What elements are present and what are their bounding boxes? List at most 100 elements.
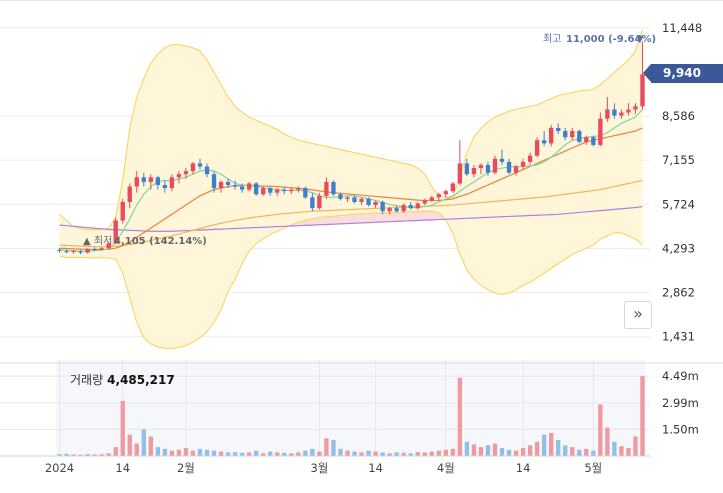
candle-body[interactable] [282, 189, 287, 192]
candle-body[interactable] [64, 251, 69, 253]
candle-body[interactable] [99, 248, 104, 250]
volume-bar[interactable] [92, 454, 97, 456]
candle-body[interactable] [478, 164, 484, 169]
volume-bar[interactable] [57, 454, 62, 456]
volume-bar[interactable] [162, 448, 168, 456]
candle-body[interactable] [549, 127, 554, 144]
candle-body[interactable] [499, 158, 505, 162]
volume-bar[interactable] [415, 452, 420, 456]
candle-body[interactable] [78, 251, 83, 253]
candle-body[interactable] [387, 208, 392, 212]
volume-bar[interactable] [598, 404, 603, 456]
volume-bar[interactable] [394, 452, 399, 456]
candle-body[interactable] [527, 155, 533, 162]
candles[interactable] [57, 41, 645, 255]
volume-bar[interactable] [127, 434, 132, 456]
volume-bar[interactable] [289, 453, 294, 456]
candle-body[interactable] [577, 131, 582, 142]
candle-body[interactable] [422, 200, 427, 204]
candle-body[interactable] [204, 166, 210, 175]
candle-body[interactable] [197, 163, 203, 167]
volume-bar[interactable] [556, 440, 561, 456]
candle-body[interactable] [457, 163, 463, 184]
volume-bar[interactable] [296, 452, 301, 456]
volume-bar[interactable] [134, 443, 139, 456]
candle-body[interactable] [605, 109, 610, 119]
volume-bars[interactable] [57, 376, 645, 456]
candle-body[interactable] [148, 177, 153, 182]
volume-bar[interactable] [591, 450, 596, 456]
volume-bar[interactable] [478, 447, 484, 456]
volume-bar[interactable] [534, 441, 540, 456]
candle-body[interactable] [429, 197, 434, 201]
candle-body[interactable] [464, 163, 470, 175]
volume-bar[interactable] [520, 448, 526, 456]
candle-body[interactable] [352, 197, 357, 202]
volume-bar[interactable] [204, 449, 210, 456]
volume-bar[interactable] [633, 436, 638, 456]
volume-bar[interactable] [373, 451, 378, 456]
volume-bar[interactable] [513, 450, 519, 456]
volume-bar[interactable] [408, 453, 413, 456]
volume-bar[interactable] [218, 451, 224, 456]
volume-bar[interactable] [275, 452, 280, 456]
candle-body[interactable] [380, 201, 385, 212]
volume-bar[interactable] [211, 450, 217, 456]
candle-body[interactable] [261, 188, 266, 195]
candle-body[interactable] [169, 177, 175, 189]
candle-body[interactable] [254, 183, 259, 195]
volume-bar[interactable] [324, 438, 329, 456]
candle-body[interactable] [471, 168, 477, 175]
candle-body[interactable] [373, 201, 378, 206]
volume-bar[interactable] [169, 450, 175, 456]
candle-body[interactable] [640, 74, 645, 107]
candle-body[interactable] [92, 248, 97, 251]
candle-body[interactable] [225, 181, 231, 185]
candle-body[interactable] [584, 137, 589, 142]
volume-bar[interactable] [183, 448, 189, 456]
volume-bar[interactable] [190, 450, 196, 456]
candle-body[interactable] [401, 205, 406, 212]
candle-body[interactable] [296, 188, 301, 190]
candle-body[interactable] [619, 112, 624, 116]
volume-bar[interactable] [317, 451, 322, 456]
volume-bar[interactable] [71, 454, 76, 456]
candle-body[interactable] [612, 109, 617, 116]
candle-body[interactable] [338, 194, 343, 199]
volume-bar[interactable] [282, 452, 287, 456]
candle-body[interactable] [310, 197, 315, 209]
volume-bar[interactable] [450, 448, 456, 456]
candle-body[interactable] [415, 203, 420, 209]
candle-body[interactable] [71, 251, 76, 252]
volume-bar[interactable] [176, 449, 182, 456]
volume-bar[interactable] [640, 376, 645, 456]
candle-body[interactable] [57, 249, 62, 251]
volume-bar[interactable] [549, 432, 554, 456]
volume-bar[interactable] [78, 454, 83, 456]
volume-bar[interactable] [239, 452, 245, 456]
volume-bar[interactable] [120, 400, 125, 456]
candle-body[interactable] [134, 177, 139, 187]
candle-body[interactable] [190, 163, 196, 172]
candle-body[interactable] [436, 194, 441, 198]
candle-body[interactable] [141, 177, 146, 182]
candle-body[interactable] [450, 183, 456, 192]
volume-bar[interactable] [113, 447, 118, 456]
volume-bar[interactable] [254, 450, 259, 456]
volume-bar[interactable] [345, 450, 350, 456]
candle-body[interactable] [162, 185, 168, 189]
volume-bar[interactable] [352, 451, 357, 456]
volume-bar[interactable] [457, 377, 463, 456]
candle-body[interactable] [563, 131, 568, 138]
candle-body[interactable] [275, 189, 280, 193]
volume-bar[interactable] [429, 451, 434, 456]
volume-bar[interactable] [401, 452, 406, 456]
candle-body[interactable] [534, 140, 540, 156]
volume-bar[interactable] [232, 452, 238, 456]
volume-bar[interactable] [464, 441, 470, 456]
candle-body[interactable] [331, 181, 336, 195]
volume-bar[interactable] [338, 448, 343, 456]
volume-bar[interactable] [148, 436, 153, 456]
volume-bar[interactable] [563, 445, 568, 456]
